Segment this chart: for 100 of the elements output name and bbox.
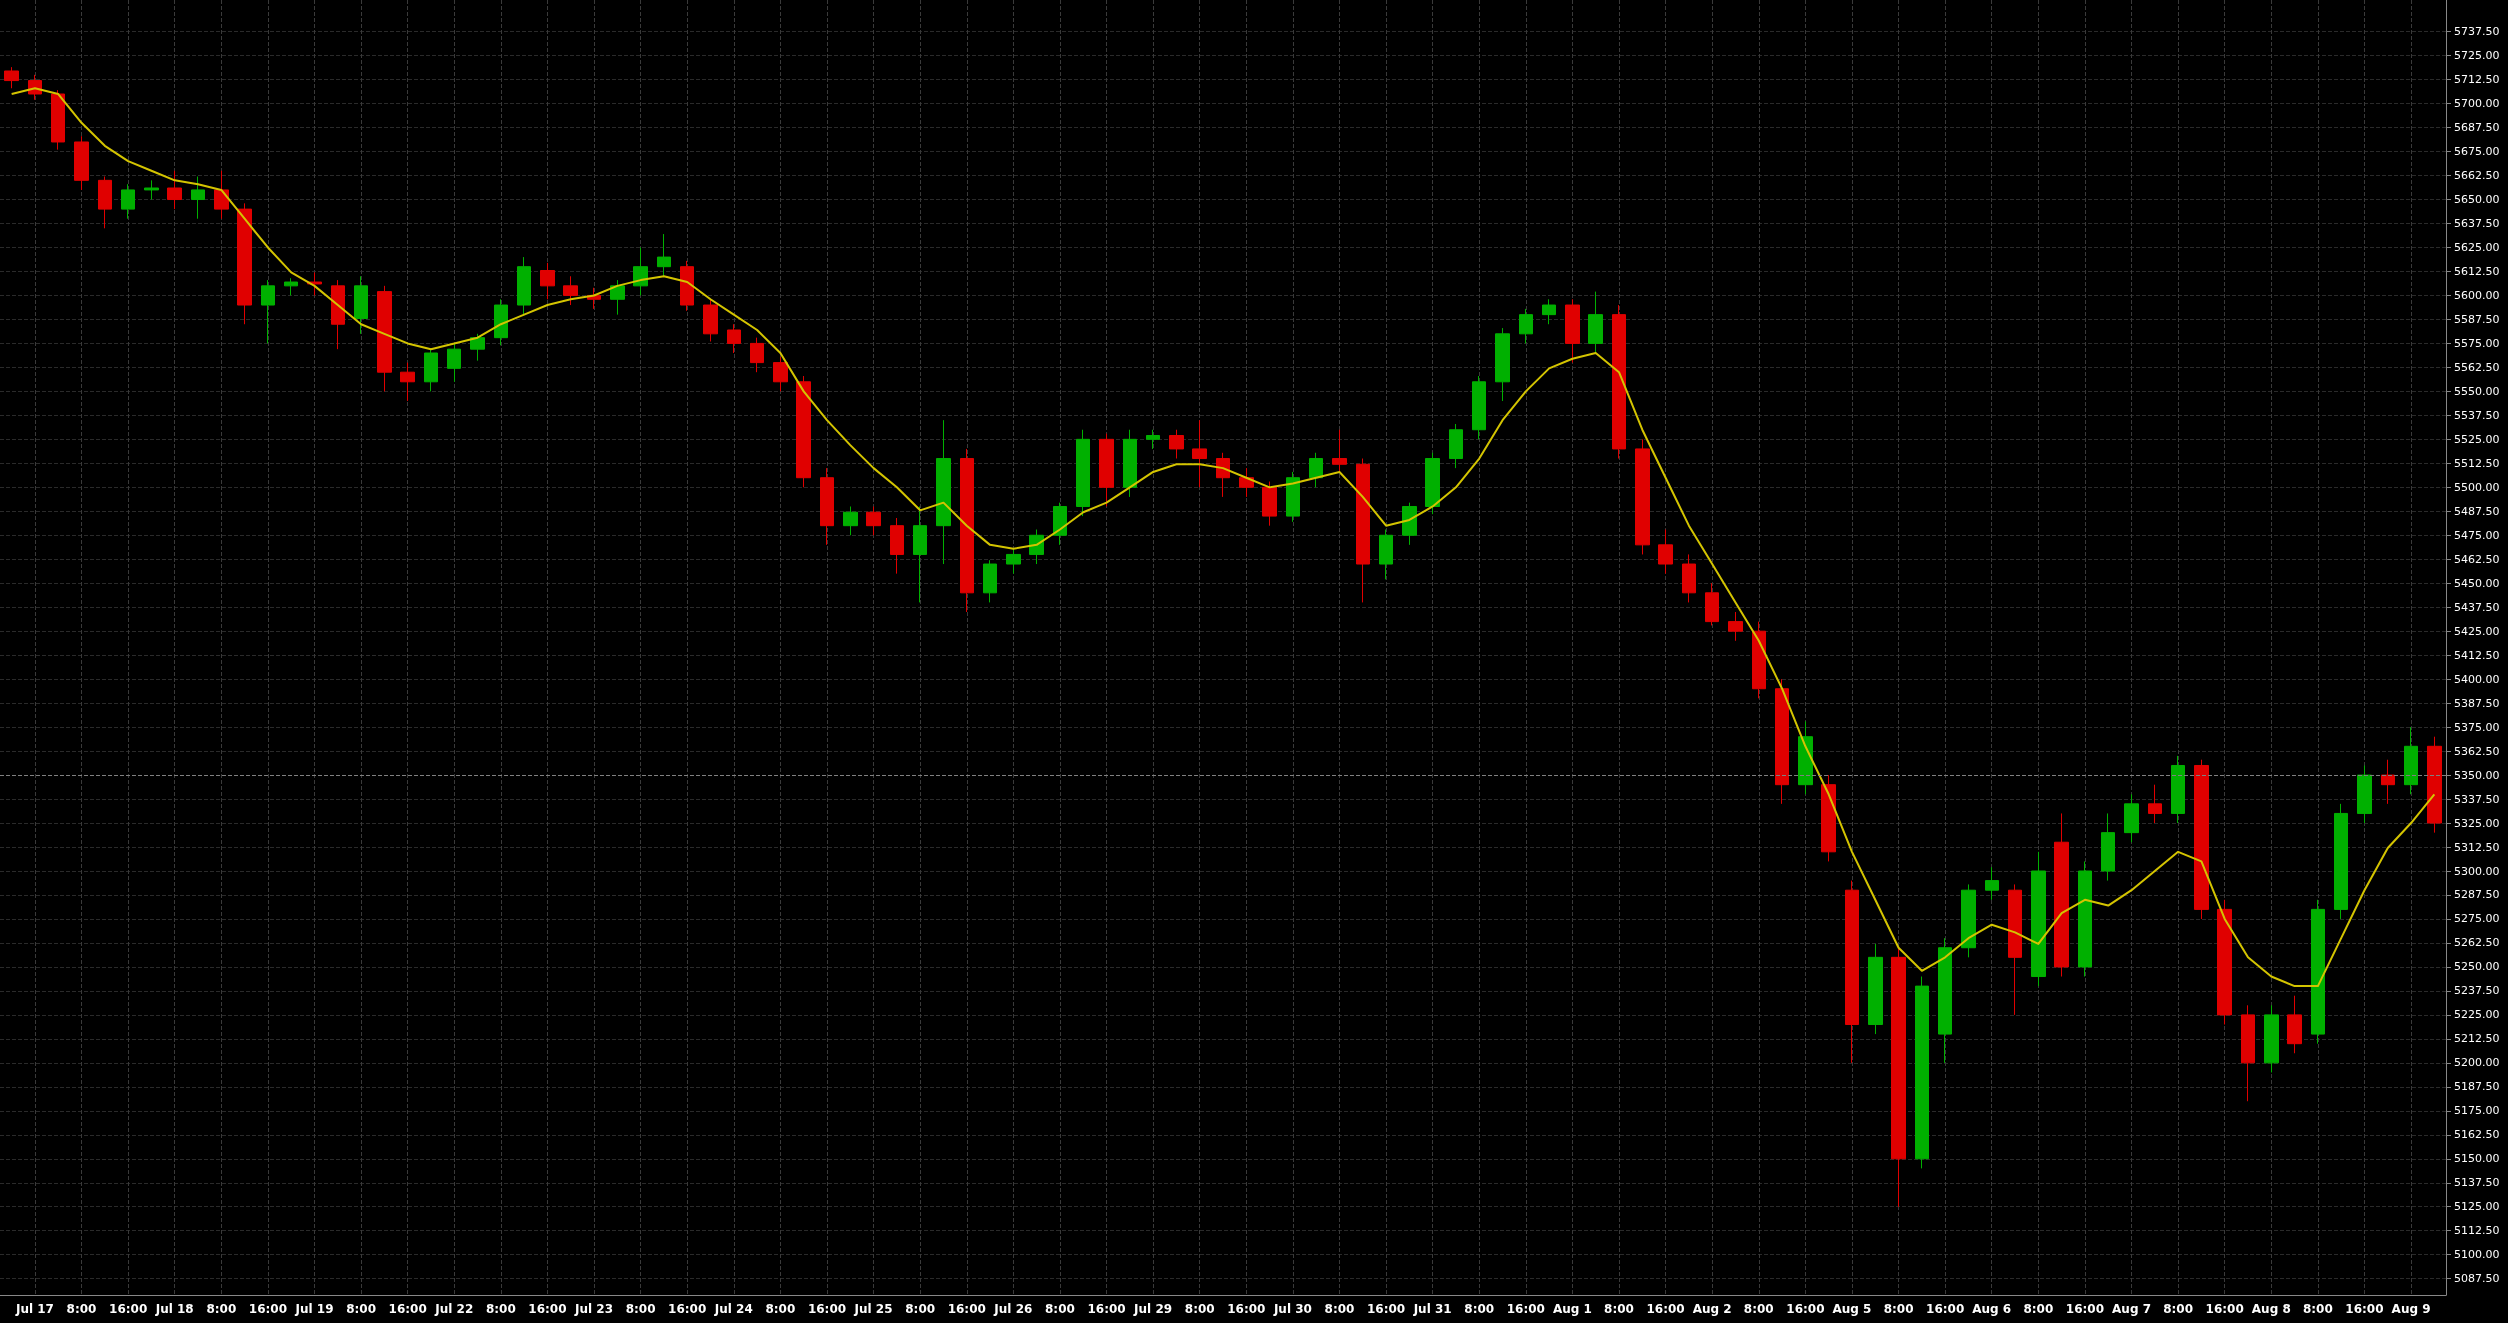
x-tick-label: 16:00	[528, 1302, 567, 1316]
y-tick-label: 5462.50	[2454, 552, 2500, 566]
x-tick-label: Jul 17	[14, 1302, 54, 1316]
y-tick-label: 5287.50	[2454, 888, 2500, 902]
y-tick-label: 5325.00	[2454, 816, 2500, 830]
y-tick-label: 5625.00	[2454, 240, 2500, 254]
candlestick	[680, 260, 694, 312]
candlestick	[1146, 429, 1160, 450]
x-tick-label: 8:00	[346, 1302, 377, 1316]
candlestick	[843, 505, 858, 536]
candlestick	[1053, 502, 1067, 546]
candlestick	[1262, 481, 1277, 527]
candlestick	[936, 419, 951, 565]
candlestick	[2078, 860, 2092, 978]
y-tick-label: 5437.50	[2454, 600, 2500, 614]
x-tick-label: 16:00	[947, 1302, 986, 1316]
candlestick	[1123, 429, 1137, 498]
x-tick-label: 8:00	[2302, 1302, 2333, 1316]
candlestick	[284, 277, 298, 296]
candlestick	[563, 275, 578, 306]
candlestick	[1402, 502, 1417, 546]
y-tick-label: 5662.50	[2454, 169, 2500, 183]
candlestick	[121, 183, 135, 220]
candlestick	[1891, 947, 1906, 1208]
y-tick-label: 5400.00	[2454, 672, 2500, 686]
x-tick-label: 16:00	[668, 1302, 707, 1316]
candlestick	[633, 246, 648, 296]
x-tick-label: 16:00	[1366, 1302, 1406, 1316]
candlestick	[2404, 726, 2418, 795]
candlestick	[1495, 327, 1510, 402]
x-tick-label: Jul 18	[154, 1302, 194, 1316]
candlestick	[890, 517, 904, 575]
candlestick	[657, 233, 671, 277]
x-tick-label: Jul 31	[1412, 1302, 1452, 1316]
x-tick-label: 16:00	[1646, 1302, 1685, 1316]
candlestick	[1821, 774, 1836, 862]
candlestick	[1682, 553, 1696, 603]
x-tick-label: Aug 6	[1972, 1302, 2012, 1316]
candlestick	[51, 89, 65, 151]
x-tick-label: 8:00	[1324, 1302, 1355, 1316]
candlestick	[1472, 375, 1486, 440]
candlestick	[1565, 298, 1580, 364]
y-tick-label: 5425.00	[2454, 624, 2500, 638]
y-tick-label: 5237.50	[2454, 984, 2500, 998]
x-tick-label: 16:00	[109, 1302, 148, 1316]
candlestick	[703, 298, 718, 342]
candlestick	[447, 342, 461, 383]
x-tick-label: 8:00	[905, 1302, 936, 1316]
candlestick	[2334, 803, 2348, 920]
x-tick-label: 8:00	[2163, 1302, 2194, 1316]
candlestick	[237, 202, 252, 325]
candlestick	[2054, 812, 2069, 978]
candlestick	[2101, 812, 2115, 882]
y-tick-label: 5637.50	[2454, 217, 2500, 231]
candlestick	[2287, 995, 2302, 1054]
candlestick	[1658, 529, 1673, 575]
y-tick-label: 5100.00	[2454, 1248, 2500, 1262]
x-tick-label: Jul 25	[853, 1302, 893, 1316]
y-tick-label: 5212.50	[2454, 1032, 2500, 1046]
candlestick	[2427, 736, 2442, 834]
x-tick-label: Jul 22	[434, 1302, 474, 1316]
candlestick	[866, 505, 881, 536]
candlestick	[1728, 611, 1743, 642]
y-tick-label: 5312.50	[2454, 840, 2500, 854]
candlestick	[1169, 429, 1184, 460]
candlestick	[2381, 759, 2395, 805]
y-tick-label: 5150.00	[2454, 1152, 2500, 1166]
candlestick	[913, 505, 927, 603]
x-tick-label: 8:00	[1045, 1302, 1075, 1316]
candlestick	[983, 559, 997, 603]
x-tick-label: 8:00	[1883, 1302, 1914, 1316]
y-tick-label: 5500.00	[2454, 480, 2500, 494]
candlestick	[1705, 582, 1719, 626]
candlestick	[2357, 764, 2372, 824]
x-tick-label: 8:00	[2023, 1302, 2054, 1316]
y-tick-label: 5587.50	[2454, 312, 2500, 326]
candlestick	[610, 279, 625, 316]
y-tick-label: 5487.50	[2454, 504, 2500, 518]
candlestick	[2008, 883, 2022, 1016]
x-tick-label: Aug 2	[1692, 1302, 1732, 1316]
x-tick-label: Aug 5	[1832, 1302, 1872, 1316]
y-tick-label: 5475.00	[2454, 528, 2500, 542]
y-tick-label: 5700.00	[2454, 97, 2500, 111]
candlestick	[2194, 759, 2209, 920]
x-tick-label: Aug 1	[1552, 1302, 1592, 1316]
x-tick-label: 16:00	[248, 1302, 287, 1316]
x-tick-label: Jul 29	[1133, 1302, 1173, 1316]
candlestick	[214, 170, 229, 220]
candlestick	[74, 135, 89, 191]
x-tick-label: Jul 30	[1272, 1302, 1312, 1316]
x-tick-label: Aug 9	[2391, 1302, 2431, 1316]
x-tick-label: 8:00	[66, 1302, 97, 1316]
candlestick	[494, 298, 508, 346]
candlestick	[1612, 304, 1626, 460]
candlestick	[1938, 937, 1952, 1064]
candlestick	[2311, 899, 2325, 1045]
x-tick-label: 16:00	[1227, 1302, 1266, 1316]
candlestick	[960, 448, 974, 613]
candlestick	[1332, 429, 1347, 473]
y-tick-label: 5300.00	[2454, 864, 2500, 878]
